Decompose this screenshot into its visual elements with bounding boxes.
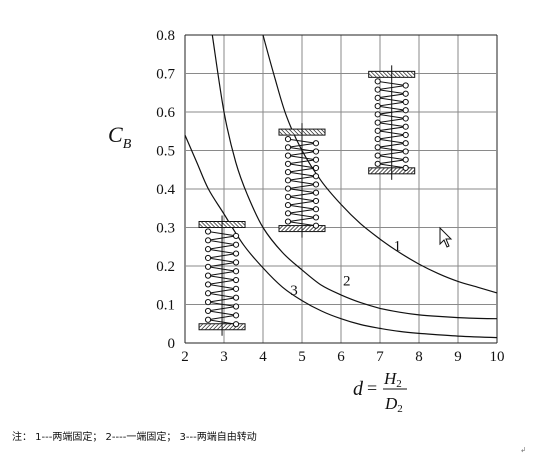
x-axis-label-eq: = xyxy=(367,378,377,398)
y-axis-label-sub: B xyxy=(123,137,132,152)
x-tick-label: 5 xyxy=(298,349,306,365)
x-axis-label-var: d xyxy=(353,378,364,400)
x-axis-label-denominator: D2 xyxy=(384,394,403,415)
x-axis-label-numerator: H2 xyxy=(383,369,402,390)
curves xyxy=(184,34,498,339)
x-tick-label: 6 xyxy=(337,349,345,365)
spring-both-ends-fixed-icon xyxy=(368,65,416,180)
y-tick-label: 0.5 xyxy=(156,144,175,160)
x-tick-label: 9 xyxy=(454,349,462,365)
y-tick-label: 0.2 xyxy=(156,259,175,275)
y-tick-label: 0.6 xyxy=(156,105,175,121)
y-tick-label: 0 xyxy=(168,336,176,352)
y-tick-label: 0.4 xyxy=(156,182,175,198)
x-axis-label: d = H2 D2 xyxy=(353,369,407,415)
x-tick-label: 3 xyxy=(220,349,228,365)
curve-label-1: 1 xyxy=(394,239,402,255)
spring-both-ends-free-icon xyxy=(198,215,246,336)
x-tick-label: 10 xyxy=(490,349,505,365)
spring-icons xyxy=(198,65,416,336)
y-tick-label: 0.8 xyxy=(156,28,175,44)
curve-label-2: 2 xyxy=(343,273,351,289)
y-axis-label-main: C xyxy=(108,122,123,147)
series-line-1 xyxy=(262,34,498,294)
y-tick-label: 0.7 xyxy=(156,67,175,83)
series-line-3 xyxy=(184,134,498,339)
y-tick-label: 0.3 xyxy=(156,221,175,237)
spring-one-end-fixed-icon xyxy=(278,123,326,238)
tick-labels: 2 3 4 5 6 7 8 9 10 0 0.1 0.2 0.3 0.4 0.5 0.6 0.7 0.8 xyxy=(156,28,504,365)
curve-label-3: 3 xyxy=(290,283,298,299)
x-tick-label: 4 xyxy=(259,349,267,365)
mouse-cursor-icon xyxy=(439,226,453,248)
y-axis-label: CB xyxy=(108,122,132,152)
footnote: 注： 1---两端固定； 2----一端固定； 3---两端自由转动 xyxy=(12,432,257,443)
series-line-2 xyxy=(211,34,498,320)
x-tick-label: 8 xyxy=(415,349,423,365)
x-tick-label: 2 xyxy=(181,349,189,365)
x-tick-label: 7 xyxy=(376,349,384,365)
y-tick-label: 0.1 xyxy=(156,298,175,314)
corner-mark: ↲ xyxy=(520,446,526,454)
curve-labels: 1 2 3 xyxy=(290,239,401,299)
